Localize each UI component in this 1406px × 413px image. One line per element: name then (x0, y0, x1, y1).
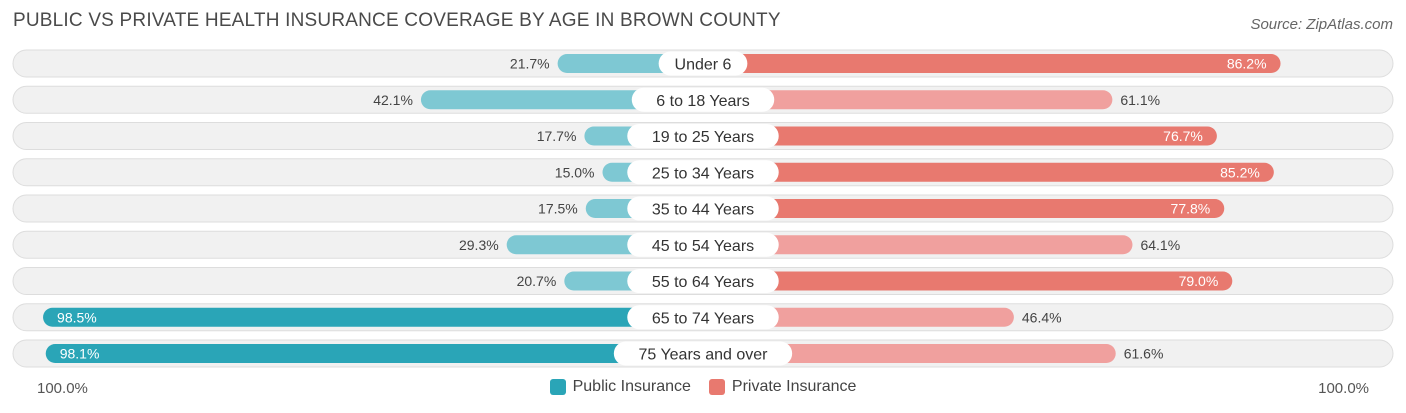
category-label: Under 6 (675, 57, 732, 74)
private-value-label: 64.1% (1140, 237, 1180, 253)
category-label: 55 to 64 Years (652, 274, 754, 291)
private-bar (703, 126, 1217, 146)
public-value-label: 98.1% (60, 346, 100, 362)
category-label: 25 to 34 Years (652, 165, 754, 182)
private-bar (703, 54, 1281, 73)
chart-title: PUBLIC VS PRIVATE HEALTH INSURANCE COVER… (13, 10, 781, 31)
category-label-bg (631, 87, 775, 112)
category-label-bg (627, 196, 779, 221)
legend-label-public: Public Insurance (572, 378, 691, 395)
category-label-bg (613, 341, 793, 366)
public-value-label: 20.7% (517, 273, 557, 289)
source-label: Source: ZipAtlas.com (1250, 16, 1393, 33)
private-value-label: 85.2% (1220, 164, 1260, 180)
private-bar (703, 344, 1116, 363)
private-value-label: 79.0% (1179, 273, 1219, 289)
category-label: 65 to 74 Years (652, 310, 754, 327)
axis-right-label: 100.0% (1318, 380, 1369, 397)
private-value-label: 61.1% (1120, 92, 1160, 108)
legend: Public Insurance Private Insurance (0, 378, 1406, 396)
category-label-bg (627, 232, 779, 257)
public-value-label: 17.7% (537, 128, 577, 144)
legend-label-private: Private Insurance (731, 378, 857, 395)
category-label-bg (627, 160, 779, 185)
chart-area: 21.7% 86.2% Under 6 42.1% 61.1% 6 to 18 Years… (12, 49, 1394, 368)
private-bar (703, 307, 1014, 327)
legend-swatch-public (549, 379, 566, 395)
private-value-label: 77.8% (1171, 201, 1211, 217)
private-value-label: 76.7% (1163, 128, 1203, 144)
public-value-label: 17.5% (538, 201, 578, 217)
public-value-label: 29.3% (459, 237, 499, 253)
public-value-label: 15.0% (555, 164, 595, 180)
public-value-label: 42.1% (373, 92, 413, 108)
axis-left-label: 100.0% (37, 380, 88, 397)
private-value-label: 61.6% (1124, 346, 1164, 362)
category-label: 45 to 54 Years (652, 238, 754, 255)
public-bar (420, 90, 703, 110)
public-bar (45, 344, 704, 363)
legend-swatch-private (708, 379, 725, 395)
private-value-label: 46.4% (1022, 309, 1062, 325)
legend-item-private: Private Insurance (708, 378, 857, 396)
public-bar (43, 307, 704, 327)
category-label: 75 Years and over (639, 347, 769, 364)
category-label-bg (627, 269, 779, 293)
category-label-bg (627, 305, 779, 330)
public-value-label: 21.7% (510, 56, 550, 72)
private-value-label: 86.2% (1227, 56, 1267, 72)
private-bar (703, 271, 1233, 291)
public-value-label: 98.5% (57, 309, 97, 325)
category-label: 19 to 25 Years (652, 129, 754, 146)
category-label-bg (658, 51, 748, 76)
private-bar (703, 199, 1225, 218)
private-bar (703, 162, 1274, 182)
legend-item-public: Public Insurance (549, 378, 691, 396)
category-label: 35 to 44 Years (652, 202, 754, 219)
private-bar (703, 90, 1113, 110)
private-bar (703, 235, 1133, 255)
category-label: 6 to 18 Years (656, 93, 749, 110)
category-label-bg (627, 124, 779, 148)
